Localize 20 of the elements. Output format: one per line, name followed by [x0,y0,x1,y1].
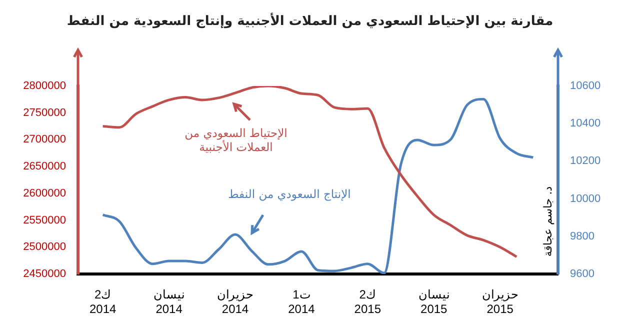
y-tick-label: 2800000 [23,80,66,92]
y2-tick-label: 9600 [570,268,594,280]
text: الإنتاج السعودي من النفط [227,187,352,201]
y-tick-label: 2550000 [23,214,66,226]
y2-tick-label: 9800 [570,230,594,242]
annotation: د. جاسم عجاقة [542,185,554,259]
y2-tick-label: 10000 [570,192,601,205]
chart-title: مقارنة بين الإحتياط السعودي من العملات الأجنبية وإنتاج السعودية من النفط [66,14,554,29]
y-tick-label: 2450000 [23,268,66,280]
y-tick-label: 2600000 [23,187,66,200]
y-tick-label: 2700000 [23,134,66,146]
legend-label: الإحتياط السعودي من العملات الأجنبية [184,126,288,154]
y-tick-label: 2500000 [23,241,66,254]
y2-tick-label: 10200 [570,155,601,168]
y-tick-label: 2750000 [23,106,66,119]
y-tick-label: 2650000 [23,160,66,173]
line-series [102,98,534,274]
y2-tick-label: 10600 [570,80,601,92]
y2-tick-label: 10400 [570,118,601,130]
line-series [102,86,518,258]
